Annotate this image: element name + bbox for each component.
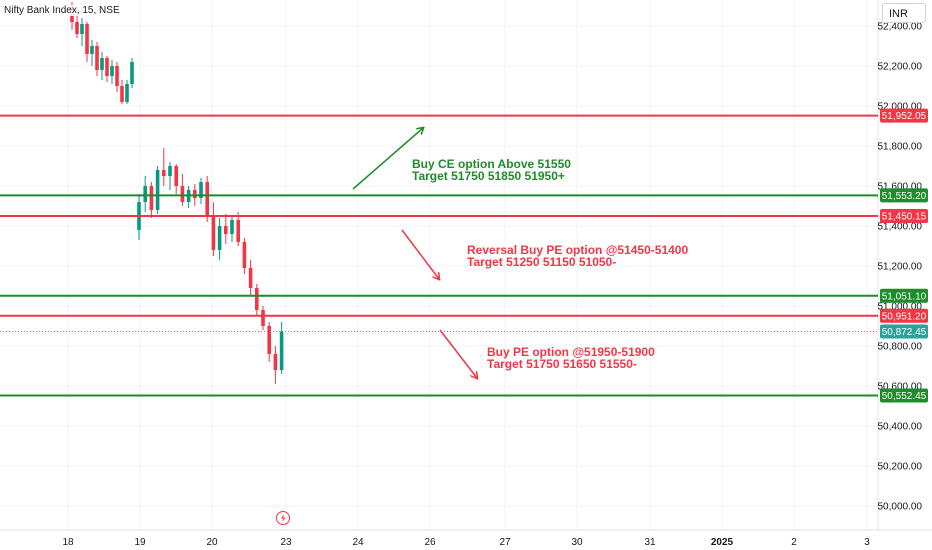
level-price-tag: 50,552.45 bbox=[882, 391, 927, 402]
candle-body bbox=[217, 226, 222, 250]
candle-body bbox=[180, 186, 185, 202]
x-tick-label: 24 bbox=[352, 537, 364, 548]
candle-body bbox=[90, 46, 94, 54]
candle-body bbox=[267, 326, 271, 354]
candle-body bbox=[143, 186, 147, 202]
trend-arrow-3 bbox=[439, 329, 477, 378]
candle-body bbox=[105, 58, 109, 76]
candle-body bbox=[155, 170, 160, 210]
x-tick-label: 27 bbox=[499, 537, 511, 548]
candle-body bbox=[261, 310, 265, 326]
x-axis: 18 19 20 23 24 26 27 30 31 2025 2 3 bbox=[62, 511, 870, 548]
candle-body bbox=[199, 182, 203, 198]
annotation-text: Buy PE option @51950-51900 bbox=[487, 345, 655, 359]
candle-body bbox=[230, 220, 234, 234]
candle-body bbox=[95, 46, 99, 70]
y-tick-label: 50,000.00 bbox=[878, 502, 923, 513]
level-price-tag-bg bbox=[880, 288, 928, 303]
candle-body bbox=[168, 166, 172, 176]
x-tick-label: 23 bbox=[280, 537, 292, 548]
candle-body bbox=[211, 216, 216, 250]
candle-body bbox=[174, 166, 178, 186]
y-tick-label: 51,800.00 bbox=[878, 142, 923, 153]
level-price-tag-bg bbox=[880, 208, 928, 223]
y-axis: 52,400.00 52,200.00 52,000.00 51,800.00 51,6… bbox=[878, 22, 928, 513]
horizontal-levels[interactable] bbox=[0, 114, 878, 397]
level-price-tag: 51,952.05 bbox=[882, 111, 927, 122]
level-price-tag-bg bbox=[880, 188, 928, 203]
candle-body bbox=[273, 354, 278, 370]
candle-body bbox=[224, 226, 228, 234]
y-tick-label: 51,600.00 bbox=[878, 182, 923, 193]
x-tick-label: 19 bbox=[134, 537, 146, 548]
currency-selector[interactable]: INR bbox=[882, 3, 926, 23]
candle-body bbox=[125, 84, 129, 102]
y-tick-label: 52,400.00 bbox=[878, 22, 923, 33]
level-price-tag-bg bbox=[880, 388, 928, 403]
level-price-tag: 51,450.15 bbox=[882, 211, 927, 222]
x-tick-label: 2 bbox=[791, 537, 797, 548]
y-tick-label: 50,400.00 bbox=[878, 422, 923, 433]
x-tick-label: 18 bbox=[62, 537, 74, 548]
annotation-text: Buy CE option Above 51550 bbox=[412, 157, 571, 171]
candle-body bbox=[162, 170, 166, 176]
candle-body bbox=[236, 220, 240, 242]
candle-body bbox=[149, 186, 154, 210]
candle-body bbox=[75, 22, 79, 34]
symbol-title: Nifty Bank Index, 15, NSE bbox=[2, 5, 122, 16]
y-tick-label: 50,800.00 bbox=[878, 342, 923, 353]
candle-body bbox=[85, 24, 89, 54]
level-price-tag: 51,051.10 bbox=[882, 291, 927, 302]
annotation-text: Target 51250 51150 51050- bbox=[467, 255, 616, 269]
level-price-tag-bg bbox=[880, 108, 928, 123]
x-tick-label: 2025 bbox=[711, 537, 734, 548]
x-tick-label: 31 bbox=[644, 537, 656, 548]
x-tick-label: 3 bbox=[864, 537, 870, 548]
candle-body bbox=[100, 58, 104, 70]
candle-body bbox=[130, 62, 134, 84]
candle-body bbox=[205, 182, 209, 216]
event-icon bbox=[276, 511, 290, 525]
level-price-tag: 50,951.20 bbox=[882, 311, 927, 322]
candle-body bbox=[115, 66, 119, 86]
candle-body bbox=[255, 288, 259, 310]
y-tick-label: 50,600.00 bbox=[878, 382, 923, 393]
annotation-text: Target 51750 51850 51950+ bbox=[412, 169, 565, 183]
candle-body bbox=[110, 66, 114, 76]
trend-arrow-2 bbox=[401, 229, 439, 279]
y-tick-label: 52,000.00 bbox=[878, 102, 923, 113]
candle-body bbox=[242, 242, 247, 268]
last-price-tag: 50,872.45 bbox=[882, 327, 927, 338]
last-price-tag-bg bbox=[880, 324, 928, 339]
annotation-text: Reversal Buy PE option @51450-51400 bbox=[467, 243, 688, 257]
candle-body bbox=[80, 24, 84, 34]
candle-body bbox=[120, 86, 124, 102]
candle-body bbox=[279, 331, 284, 370]
candles bbox=[0, 2, 878, 384]
y-tick-label: 50,200.00 bbox=[878, 462, 923, 473]
y-tick-label: 51,200.00 bbox=[878, 262, 923, 273]
x-tick-label: 30 bbox=[571, 537, 583, 548]
candle-body bbox=[193, 190, 197, 198]
y-tick-label: 52,200.00 bbox=[878, 62, 923, 73]
candle-body bbox=[248, 268, 253, 288]
x-tick-label: 20 bbox=[206, 537, 218, 548]
trend-arrow-1 bbox=[352, 128, 423, 190]
level-price-tag: 51,553.20 bbox=[882, 191, 927, 202]
level-price-tag-bg bbox=[880, 308, 928, 323]
y-tick-label: 51,400.00 bbox=[878, 222, 923, 233]
lightning-icon bbox=[281, 513, 286, 523]
grid bbox=[0, 0, 932, 531]
y-tick-label: 51,000.00 bbox=[878, 302, 923, 313]
x-tick-label: 26 bbox=[424, 537, 436, 548]
annotation-text: Target 51750 51650 51550- bbox=[487, 357, 637, 371]
